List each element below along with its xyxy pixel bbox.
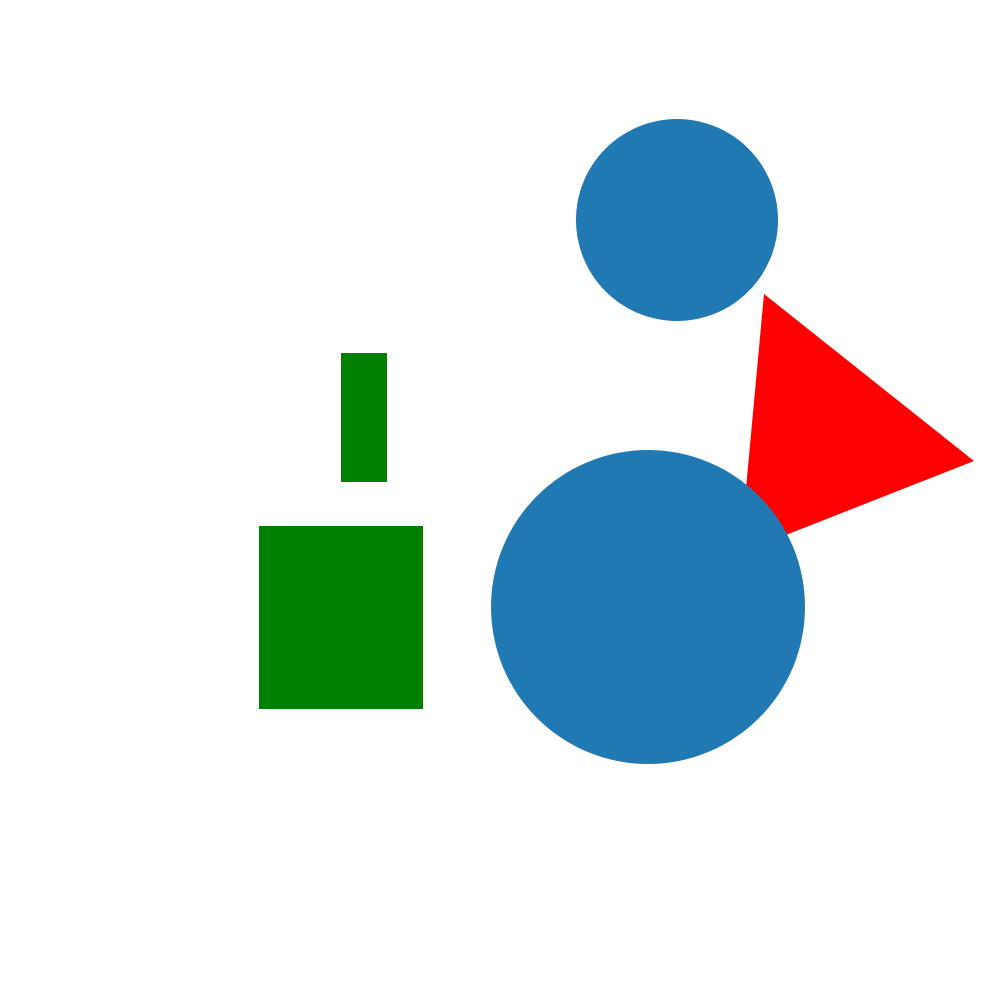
top-blue-circle: [576, 119, 778, 321]
green-square: [259, 526, 423, 709]
large-blue-circle: [491, 450, 805, 764]
red-triangle: [740, 294, 974, 553]
tall-green-rectangle: [341, 353, 387, 482]
